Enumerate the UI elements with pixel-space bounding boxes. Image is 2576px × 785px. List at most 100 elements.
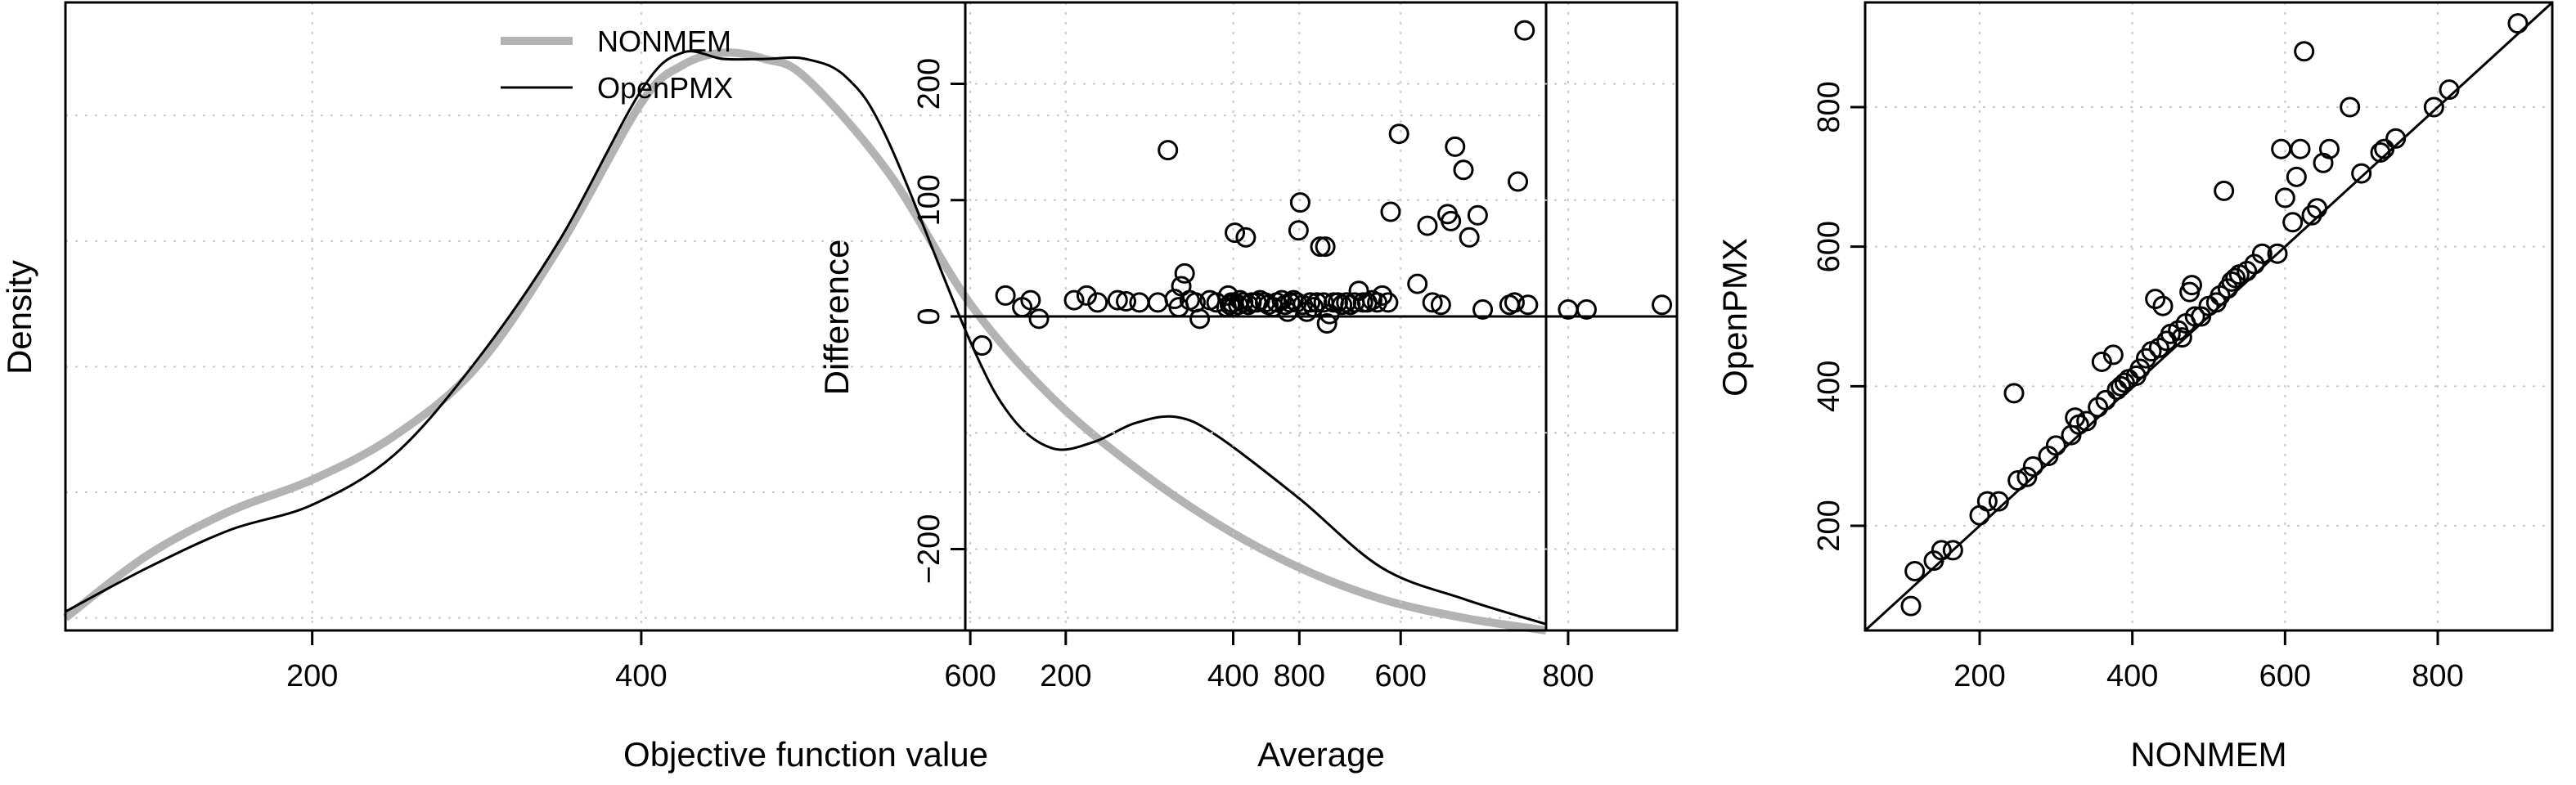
y-tick-label: −200: [912, 514, 946, 585]
density-curve-openpmx: [65, 50, 1547, 626]
data-point: [1652, 294, 1673, 316]
data-point: [2286, 166, 2307, 187]
data-point: [1378, 292, 1399, 313]
data-point: [2088, 397, 2109, 418]
legend-label-nonmem: NONMEM: [597, 25, 731, 58]
data-point: [971, 335, 992, 357]
x-tick-label: 800: [1274, 659, 1325, 693]
difference-y-ticks: −200 0 100 200: [912, 58, 965, 584]
data-point: [1076, 285, 1097, 306]
data-point: [1931, 540, 1952, 561]
comparison-y-ticks: 200 400 600 800: [1812, 81, 1865, 552]
data-point: [2095, 389, 2116, 410]
y-tick-label: 100: [912, 174, 946, 226]
density-panel: 200 400 600 800 Objective function value De…: [0, 1, 1548, 774]
difference-y-axis-label: Difference: [817, 240, 856, 396]
data-point: [2076, 410, 2097, 432]
x-tick-label: 400: [2106, 659, 2158, 693]
data-point: [1316, 313, 1337, 334]
data-point: [1988, 491, 2009, 512]
data-point: [2171, 327, 2192, 348]
data-point: [1129, 292, 1150, 313]
data-point: [1174, 262, 1195, 284]
data-point: [1517, 294, 1539, 316]
data-point: [1380, 201, 1401, 222]
comparison-y-axis-label: OpenPMX: [1715, 238, 1754, 397]
data-point: [2022, 455, 2043, 477]
data-point: [995, 285, 1016, 306]
data-point: [2374, 138, 2395, 159]
y-tick-label: 400: [1812, 361, 1846, 412]
difference-panel: 200 400 600 800 −200 0 100 200 Average Differe…: [817, 1, 1679, 774]
x-tick-label: 200: [1953, 659, 2005, 693]
comparison-panel: 200 400 600 800 200 400 600 800 NONMEM OpenPMX: [1715, 1, 2554, 774]
data-point: [2282, 212, 2304, 233]
data-point: [1417, 215, 1438, 236]
data-point: [1472, 298, 1494, 320]
x-tick-label: 600: [2259, 659, 2311, 693]
data-point: [2045, 435, 2066, 456]
data-point: [1020, 289, 1041, 311]
data-point: [1107, 289, 1128, 311]
legend-label-openpmx: OpenPMX: [597, 71, 733, 105]
data-point: [1441, 210, 1462, 231]
data-point: [1300, 292, 1321, 313]
data-point: [1271, 289, 1292, 311]
data-point: [1459, 227, 1480, 248]
data-point: [1576, 298, 1597, 320]
data-point: [1288, 220, 1309, 241]
difference-x-axis-label: Average: [1257, 735, 1385, 774]
x-tick-label: 800: [1542, 659, 1594, 693]
density-legend: NONMEM OpenPMX: [501, 25, 733, 105]
data-point: [2385, 128, 2407, 149]
data-point: [2244, 253, 2265, 275]
x-tick-label: 600: [944, 659, 996, 693]
data-point: [2251, 243, 2273, 264]
data-point: [1372, 285, 1393, 306]
comparison-grid: [1865, 2, 2552, 630]
y-tick-label: 200: [1812, 500, 1846, 551]
data-point: [1289, 192, 1310, 213]
difference-x-ticks: 200 400 600 800: [1040, 630, 1594, 693]
data-point: [2214, 180, 2235, 201]
data-point: [1923, 550, 1944, 572]
density-x-ticks: 200 400 600 800: [286, 630, 1325, 693]
comparison-x-ticks: 200 400 600 800: [1953, 630, 2464, 693]
data-point: [1087, 292, 1108, 313]
data-point: [1388, 123, 1409, 145]
data-point: [1422, 292, 1443, 313]
x-tick-label: 800: [2412, 659, 2463, 693]
y-tick-label: 200: [912, 58, 946, 110]
data-point: [2370, 141, 2391, 163]
data-point: [1225, 222, 1246, 244]
data-point: [2507, 13, 2529, 34]
comparison-points: [1900, 13, 2529, 617]
x-tick-label: 200: [286, 659, 338, 693]
data-point: [1508, 171, 1529, 192]
data-point: [2423, 96, 2444, 118]
data-point: [1904, 560, 1926, 581]
data-point: [2091, 351, 2112, 372]
data-point: [1976, 491, 1998, 512]
data-point: [1116, 291, 1137, 312]
data-point: [2184, 306, 2205, 327]
data-point: [2007, 470, 2029, 491]
data-point: [2274, 187, 2295, 209]
data-point: [2038, 446, 2059, 467]
data-point: [2307, 198, 2328, 219]
x-tick-label: 600: [1375, 659, 1427, 693]
data-point: [2152, 295, 2174, 316]
data-point: [1445, 136, 1466, 157]
density-y-axis-label: Density: [0, 260, 38, 375]
comparison-plot-frame: [1863, 1, 2554, 632]
data-point: [1514, 20, 1535, 41]
data-point: [2181, 275, 2202, 296]
data-point: [1189, 308, 1211, 330]
difference-points: [971, 20, 1673, 357]
data-point: [2340, 96, 2361, 118]
data-point: [2114, 372, 2135, 393]
data-point: [1310, 236, 1331, 258]
data-point: [1504, 292, 1525, 313]
comparison-x-axis-label: NONMEM: [2130, 735, 2286, 774]
